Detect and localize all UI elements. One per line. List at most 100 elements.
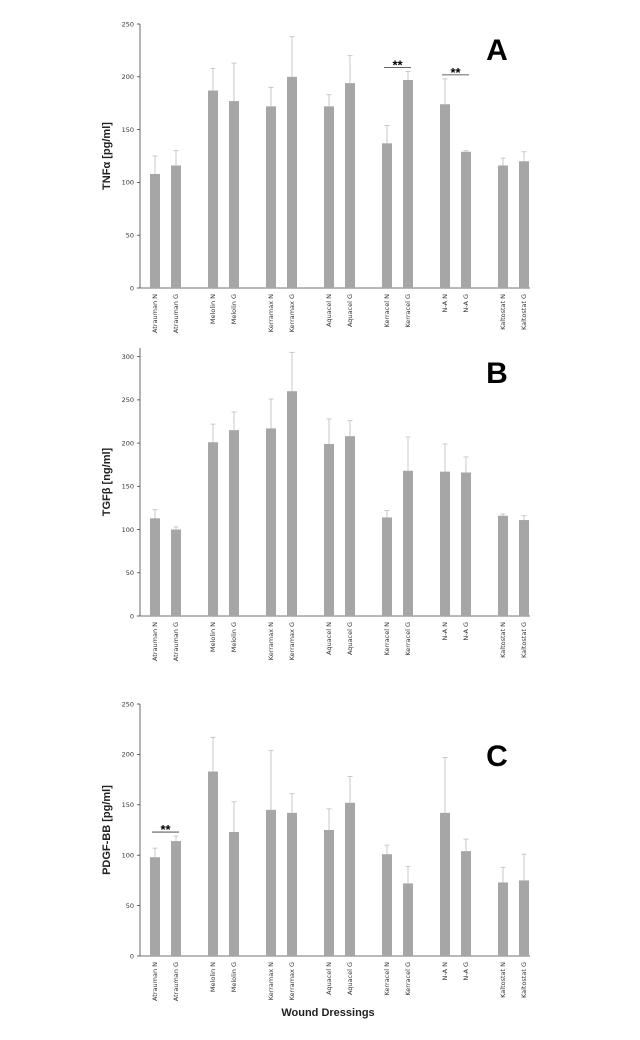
y-tick-label: 100 — [122, 179, 134, 187]
category-label: Kaltostat N — [499, 622, 507, 658]
category-label: N-A N — [441, 622, 449, 641]
panel-label: B — [486, 357, 508, 390]
category-label: Kaltostat G — [520, 294, 528, 330]
y-tick-label: 200 — [122, 751, 134, 759]
significance-marker: ** — [392, 58, 403, 73]
y-tick-label: 100 — [122, 852, 134, 860]
category-label: Melolin N — [209, 962, 217, 992]
bar — [324, 106, 334, 288]
bar — [382, 143, 392, 288]
bar — [150, 518, 160, 616]
category-label: Melolin G — [230, 622, 238, 652]
category-label: N-A G — [462, 294, 470, 313]
y-tick-label: 300 — [122, 353, 134, 361]
bar — [519, 880, 529, 956]
bar — [324, 443, 334, 616]
category-label: Atrauman G — [172, 294, 180, 333]
category-label: Melolin N — [209, 294, 217, 324]
panel-label: C — [486, 740, 508, 773]
bar — [171, 841, 181, 956]
category-label: Atrauman N — [151, 962, 159, 1001]
bar — [403, 79, 413, 288]
y-tick-label: 250 — [122, 20, 134, 28]
category-label: Kaltostat G — [520, 962, 528, 998]
y-axis-label: TNFα [pg/ml] — [101, 122, 113, 190]
category-label: Melolin G — [230, 962, 238, 992]
bar — [440, 104, 450, 288]
bar — [266, 106, 276, 288]
y-tick-label: 50 — [126, 232, 134, 240]
bar — [287, 812, 297, 956]
bar — [382, 517, 392, 616]
category-label: Melolin N — [209, 622, 217, 652]
category-label: Aquacel G — [346, 294, 354, 327]
y-tick-label: 100 — [122, 526, 134, 534]
bar — [345, 802, 355, 956]
bar — [498, 515, 508, 616]
category-label: Aquacel G — [346, 962, 354, 995]
y-axis-label: TGFβ [ng/ml] — [101, 447, 113, 516]
bar — [403, 470, 413, 616]
category-label: Aquacel N — [325, 294, 333, 327]
bar — [461, 151, 471, 288]
significance-marker: ** — [450, 65, 461, 80]
bar — [287, 76, 297, 288]
bar — [498, 882, 508, 956]
significance-marker: ** — [160, 822, 171, 837]
category-label: Kerramax G — [288, 962, 296, 1000]
category-label: Atrauman G — [172, 622, 180, 661]
bar — [266, 809, 276, 956]
bar — [208, 90, 218, 288]
category-label: N-A N — [441, 962, 449, 981]
bar — [171, 529, 181, 616]
bar — [403, 883, 413, 956]
bar — [229, 101, 239, 288]
bar — [229, 430, 239, 616]
category-label: Aquacel G — [346, 622, 354, 655]
y-tick-label: 0 — [130, 284, 134, 292]
bar — [382, 854, 392, 956]
bar — [287, 391, 297, 616]
bar — [461, 851, 471, 956]
category-label: Kaltostat G — [520, 622, 528, 658]
bar — [440, 812, 450, 956]
y-tick-label: 250 — [122, 396, 134, 404]
y-tick-label: 150 — [122, 126, 134, 134]
bar — [208, 771, 218, 956]
bar — [150, 173, 160, 288]
y-tick-label: 50 — [126, 902, 134, 910]
bar — [345, 436, 355, 616]
panel-label: A — [486, 34, 508, 67]
bar — [519, 520, 529, 616]
y-tick-label: 200 — [122, 439, 134, 447]
panel-a-chart: 0 50 100 150 200 250 TNFα [pg/ml] A Atrauman N At… — [101, 20, 530, 333]
y-tick-label: 150 — [122, 483, 134, 491]
category-label: N-A G — [462, 962, 470, 981]
bar — [266, 428, 276, 616]
bar — [440, 471, 450, 616]
bar — [498, 165, 508, 288]
panel-c-chart: 0 50 100 150 200 250 PDGF-BB [pg/ml] C Atrauman … — [101, 700, 530, 1001]
category-label: Kerramax N — [267, 294, 275, 332]
y-tick-label: 200 — [122, 73, 134, 81]
y-tick-label: 50 — [126, 569, 134, 577]
bar — [171, 165, 181, 288]
category-label: Atrauman N — [151, 622, 159, 661]
y-axis-label: PDGF-BB [pg/ml] — [101, 785, 113, 875]
category-label: Kerracel G — [404, 962, 412, 996]
bar — [519, 161, 529, 288]
category-label: Atrauman G — [172, 962, 180, 1001]
y-tick-label: 250 — [122, 700, 134, 708]
category-label: Kerramax N — [267, 962, 275, 1000]
category-label: Kerracel G — [404, 294, 412, 328]
bar — [208, 442, 218, 616]
category-label: Kerramax G — [288, 294, 296, 332]
bar — [150, 857, 160, 956]
bar — [229, 832, 239, 956]
x-axis-label: Wound Dressings — [281, 1007, 374, 1019]
bar — [324, 830, 334, 956]
category-label: Kerracel N — [383, 622, 391, 656]
panel-b-chart: 0 50 100 150 200 250 300 TGFβ [ng/ml] B Atrauman … — [101, 348, 530, 661]
category-label: Kerramax N — [267, 622, 275, 660]
category-label: N-A N — [441, 294, 449, 313]
